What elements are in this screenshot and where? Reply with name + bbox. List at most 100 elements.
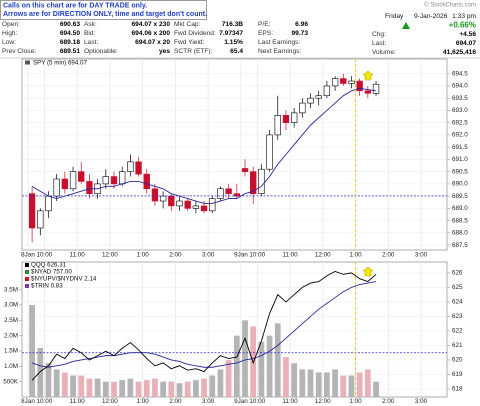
x-tick-label: 3:00 bbox=[415, 252, 428, 259]
quote-value: yes bbox=[159, 48, 170, 55]
y-tick-label: 625 bbox=[452, 284, 463, 291]
quote-value: 7.97347 bbox=[219, 30, 243, 37]
indicator-panel: 8Jan 10:00 11:00 12:00 1:00 2:00 3:00 9Jan 10:00… bbox=[3, 261, 463, 405]
x-tick-label: 2:00 bbox=[169, 398, 182, 405]
volume-bar bbox=[111, 381, 117, 397]
candle-body bbox=[127, 161, 134, 172]
legend-label: $TRIN 0.83 bbox=[31, 283, 63, 290]
volume-bar bbox=[152, 378, 158, 397]
volume-bar bbox=[143, 380, 150, 397]
candle-body bbox=[135, 161, 142, 175]
volume-bar bbox=[102, 381, 109, 397]
volume-bar bbox=[274, 323, 281, 397]
volume-bar bbox=[78, 375, 85, 397]
x-tick-label: 3:00 bbox=[202, 252, 215, 259]
y-tick-label: 500K bbox=[3, 378, 19, 385]
quote-label: High: bbox=[2, 30, 18, 37]
y-tick-label: 3.5M bbox=[4, 286, 18, 293]
candle-body bbox=[250, 171, 257, 194]
y-tick-label: 694.0 bbox=[452, 83, 468, 90]
y-tick-label: 689.0 bbox=[452, 205, 468, 212]
candle-body bbox=[340, 78, 347, 84]
quote-value: 690.63 bbox=[60, 21, 81, 28]
volume-bar bbox=[184, 381, 191, 397]
quote-value: 689.51 bbox=[60, 48, 81, 55]
quote-value: 694.50 bbox=[60, 30, 81, 37]
volume-bar bbox=[307, 369, 314, 397]
x-tick-label: 3:00 bbox=[415, 398, 428, 405]
quote-label: Last: bbox=[84, 39, 98, 46]
volume-bar bbox=[160, 381, 166, 397]
volume-bar bbox=[348, 375, 355, 397]
direction-arrow bbox=[362, 70, 374, 81]
x-tick-label: 11:00 bbox=[282, 252, 298, 259]
volume-bar bbox=[29, 304, 35, 397]
volume-bar bbox=[168, 381, 175, 397]
quote-label: P/E: bbox=[258, 21, 271, 28]
x-tick-label: 1:00 bbox=[349, 252, 362, 259]
candle-body bbox=[45, 195, 52, 212]
quote-table: Open: 690.63 Ask: 694.07 x 230 Mkt Cap: 716.3… bbox=[2, 21, 476, 56]
volume-bar bbox=[209, 375, 216, 397]
candle-body bbox=[307, 97, 314, 104]
candle-body bbox=[364, 90, 372, 94]
quote-value: 716.3B bbox=[222, 21, 244, 28]
watermark: © StockCharts.com bbox=[424, 2, 476, 9]
candle-body bbox=[266, 134, 273, 170]
volume-bar bbox=[242, 320, 248, 397]
quote-value: 694.06 x 200 bbox=[131, 30, 170, 37]
volume-bar bbox=[45, 363, 52, 397]
legend-swatch bbox=[25, 270, 29, 274]
candle-body bbox=[217, 188, 224, 199]
x-tick-label: 9Jan bbox=[234, 398, 248, 405]
candle-body bbox=[61, 178, 69, 190]
candle-body bbox=[225, 188, 232, 194]
moving-average bbox=[31, 281, 377, 368]
price-panel: 8Jan 10:00 11:00 12:00 1:00 2:00 3:00 9Jan 10:00… bbox=[21, 58, 468, 259]
volume-bar bbox=[266, 335, 273, 397]
x-tick-label: 12:00 bbox=[102, 252, 118, 259]
y-tick-label: 693.0 bbox=[452, 107, 468, 114]
plot-area bbox=[21, 58, 448, 251]
quote-label: Prev Close: bbox=[2, 48, 36, 55]
candle-body bbox=[200, 205, 208, 212]
candle-body bbox=[184, 200, 191, 209]
candle-body bbox=[151, 188, 159, 202]
candle-body bbox=[28, 193, 36, 229]
volume-bar bbox=[119, 380, 126, 397]
y-tick-label: 689.5 bbox=[452, 193, 468, 200]
legend-swatch bbox=[25, 60, 30, 65]
quote-label: Last: bbox=[372, 40, 386, 47]
quote-label: Ask: bbox=[84, 21, 97, 28]
legend-label: QQQ 626.31 bbox=[31, 262, 67, 269]
candle-body bbox=[209, 198, 216, 212]
x-tick-label: 2:00 bbox=[382, 398, 395, 405]
candle-body bbox=[53, 178, 60, 197]
y-tick-label: 688.0 bbox=[452, 230, 468, 237]
volume-bar bbox=[258, 341, 265, 397]
legend-label: $NYUPV/$NYDNV 2.14 bbox=[31, 276, 97, 283]
x-tick-label: 11:00 bbox=[69, 398, 85, 405]
x-tick-label: 1:00 bbox=[137, 252, 150, 259]
quote-label: Fwd Dividend: bbox=[174, 30, 216, 37]
y-tick-label: 688.5 bbox=[452, 217, 468, 224]
candle-body bbox=[315, 95, 322, 99]
volume-bar bbox=[176, 383, 183, 397]
y-tick-label: 620 bbox=[452, 357, 463, 364]
x-tick-label: 11:00 bbox=[282, 398, 298, 405]
candle-body bbox=[86, 181, 93, 194]
candle-body bbox=[168, 195, 175, 207]
candle-body bbox=[356, 80, 363, 92]
volume-bar bbox=[193, 380, 199, 397]
volume-bar bbox=[324, 372, 330, 397]
candle-body bbox=[78, 171, 85, 182]
volume-bar bbox=[373, 381, 379, 397]
y-tick-label: 694.5 bbox=[452, 70, 468, 77]
volume-bar bbox=[201, 378, 207, 397]
quote-label: Chg: bbox=[372, 31, 386, 38]
volume-bar bbox=[135, 381, 142, 397]
quote-label: Last Earnings: bbox=[258, 39, 300, 46]
y-tick-label: 2.5M bbox=[4, 317, 18, 324]
x-tick-label: 8Jan bbox=[21, 398, 35, 405]
quote-value: 1.15% bbox=[224, 39, 243, 46]
